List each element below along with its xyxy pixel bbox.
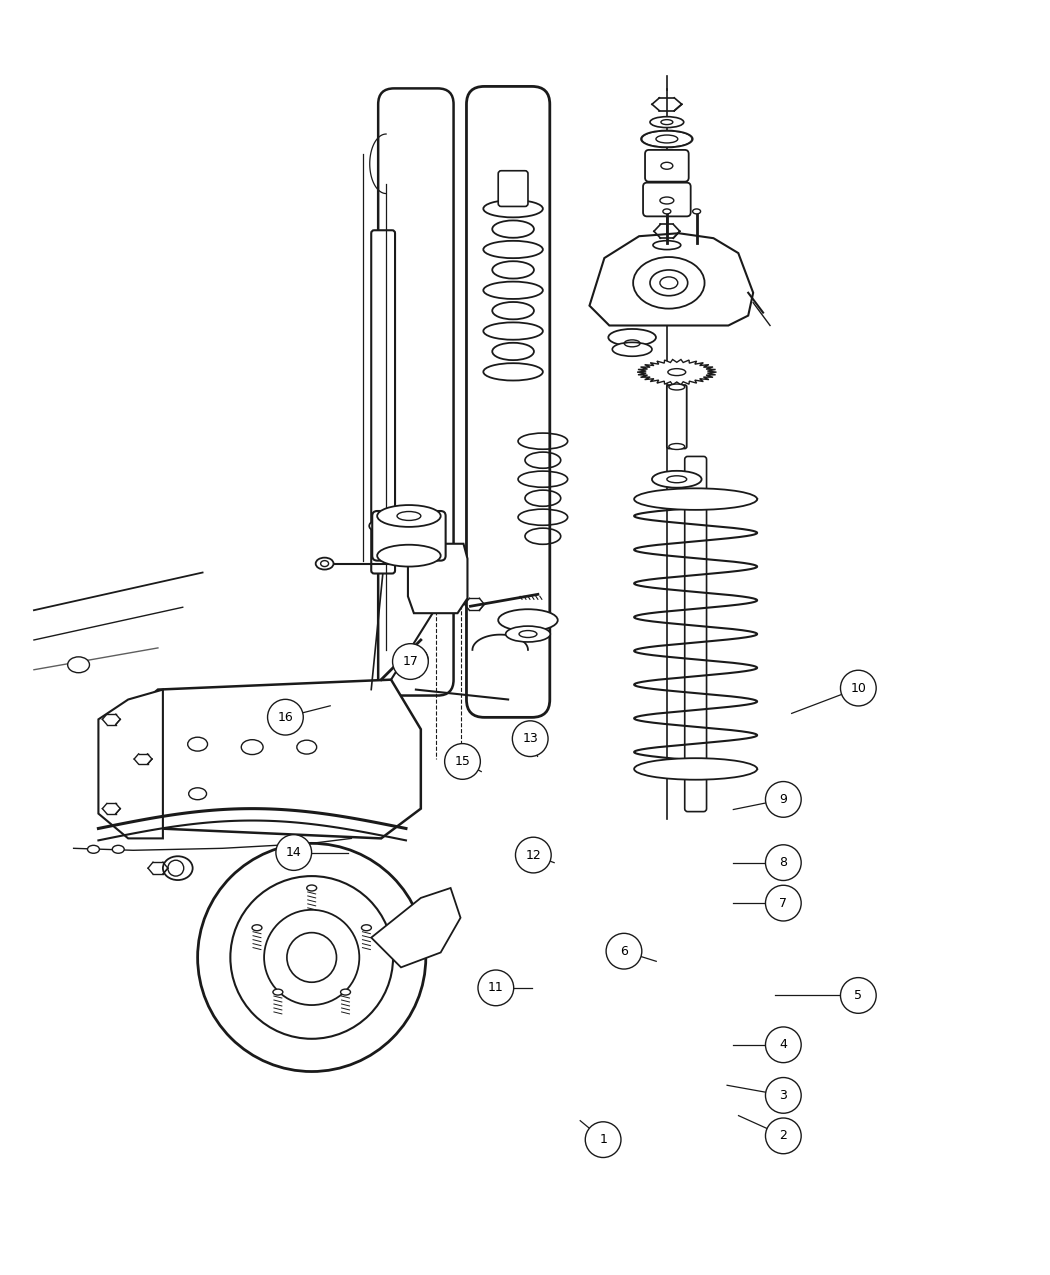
Ellipse shape [361,924,372,931]
Text: 11: 11 [488,982,504,994]
Ellipse shape [242,740,264,755]
Circle shape [606,933,642,969]
Circle shape [765,1118,801,1154]
Ellipse shape [297,741,317,754]
Text: 5: 5 [855,989,862,1002]
Circle shape [168,861,184,876]
Ellipse shape [427,547,444,555]
Circle shape [268,699,303,736]
FancyBboxPatch shape [466,87,550,718]
Circle shape [393,644,428,680]
Polygon shape [637,360,716,385]
Text: 13: 13 [522,732,538,745]
Text: 2: 2 [779,1130,788,1142]
Ellipse shape [650,270,688,296]
Polygon shape [123,680,421,839]
Ellipse shape [112,845,124,853]
Ellipse shape [506,626,550,643]
Circle shape [516,838,551,873]
Circle shape [840,978,876,1014]
Text: 8: 8 [779,856,788,870]
Ellipse shape [252,924,261,931]
Ellipse shape [273,989,282,994]
Ellipse shape [669,444,685,450]
Text: 17: 17 [402,655,418,668]
Ellipse shape [67,657,89,673]
Circle shape [840,671,876,706]
FancyBboxPatch shape [685,456,707,812]
FancyBboxPatch shape [498,171,528,207]
Polygon shape [408,543,467,613]
Ellipse shape [634,759,757,780]
Ellipse shape [377,544,441,566]
Circle shape [287,932,336,982]
Text: 3: 3 [779,1089,788,1102]
FancyBboxPatch shape [372,231,395,574]
Ellipse shape [370,519,397,533]
Ellipse shape [693,209,700,214]
Ellipse shape [340,989,351,994]
Ellipse shape [633,258,705,309]
Ellipse shape [377,505,441,527]
Ellipse shape [87,845,100,853]
Ellipse shape [612,343,652,356]
Text: 10: 10 [850,682,866,695]
Text: 12: 12 [525,849,541,862]
Ellipse shape [394,646,427,673]
Text: 7: 7 [779,896,788,909]
Circle shape [444,743,480,779]
Polygon shape [372,887,461,968]
Text: 14: 14 [286,847,301,859]
Circle shape [230,876,393,1039]
Circle shape [765,885,801,921]
Ellipse shape [650,117,684,128]
Text: 4: 4 [779,1038,788,1052]
Circle shape [765,845,801,881]
Ellipse shape [663,209,671,214]
Ellipse shape [498,609,558,631]
Ellipse shape [652,470,701,488]
Polygon shape [99,690,163,839]
Ellipse shape [608,329,656,346]
Circle shape [265,910,359,1005]
FancyBboxPatch shape [378,88,454,696]
Ellipse shape [316,557,334,570]
Ellipse shape [642,130,693,148]
Text: 1: 1 [600,1133,607,1146]
Circle shape [585,1122,621,1158]
Text: 6: 6 [620,945,628,958]
Circle shape [512,720,548,756]
Ellipse shape [307,885,317,891]
Ellipse shape [163,857,192,880]
Circle shape [765,782,801,817]
Text: 15: 15 [455,755,470,768]
Ellipse shape [188,737,208,751]
FancyBboxPatch shape [667,385,687,449]
Circle shape [478,970,513,1006]
Polygon shape [589,233,753,325]
Circle shape [276,835,312,871]
Circle shape [197,843,426,1071]
Text: 9: 9 [779,793,788,806]
Ellipse shape [669,384,685,390]
FancyBboxPatch shape [645,150,689,181]
Text: 16: 16 [277,710,293,724]
FancyBboxPatch shape [372,511,445,561]
Circle shape [765,1026,801,1062]
FancyBboxPatch shape [643,182,691,217]
Ellipse shape [653,241,680,250]
Ellipse shape [189,788,207,799]
Circle shape [765,1077,801,1113]
Ellipse shape [634,488,757,510]
